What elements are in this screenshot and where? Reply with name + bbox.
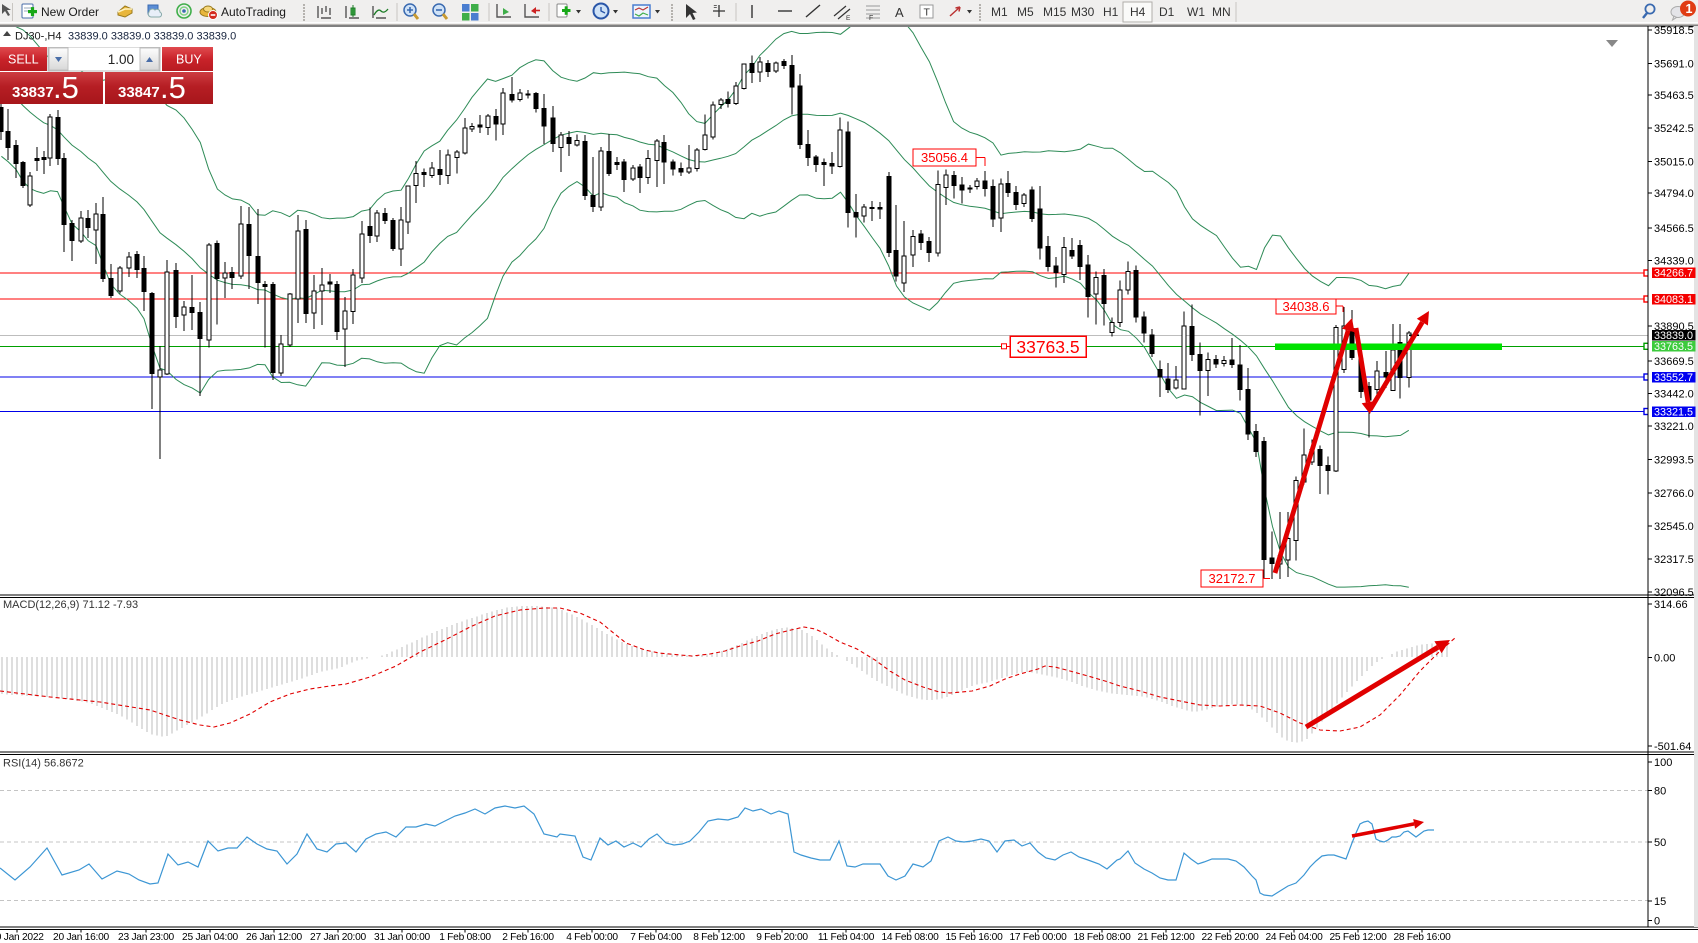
svg-text:35691.0: 35691.0 [1654,59,1694,71]
svg-text:AutoTrading: AutoTrading [221,5,286,19]
svg-text:314.66: 314.66 [1654,599,1688,611]
svg-text:26 Jan 12:00: 26 Jan 12:00 [246,932,302,943]
svg-text:1.00: 1.00 [108,52,134,67]
svg-text:22 Feb 20:00: 22 Feb 20:00 [1201,932,1259,943]
svg-text:18 Feb 08:00: 18 Feb 08:00 [1073,932,1131,943]
svg-text:0: 0 [1654,916,1660,928]
svg-text:M30: M30 [1071,5,1095,19]
svg-text:BUY: BUY [176,53,202,67]
svg-text:32993.5: 32993.5 [1654,455,1694,467]
svg-text:32172.7: 32172.7 [1209,571,1256,586]
svg-text:33552.7: 33552.7 [1654,372,1693,384]
svg-text:33847: 33847 [118,84,160,101]
svg-text:33442.0: 33442.0 [1654,389,1694,401]
svg-text:80: 80 [1654,786,1666,798]
svg-text:RSI(14) 56.8672: RSI(14) 56.8672 [3,758,84,770]
svg-text:7 Feb 04:00: 7 Feb 04:00 [630,932,682,943]
svg-text:MN: MN [1212,5,1231,19]
svg-text:100: 100 [1654,757,1672,769]
svg-text:.5: .5 [160,70,186,105]
svg-text:14 Feb 08:00: 14 Feb 08:00 [881,932,939,943]
svg-text:34083.1: 34083.1 [1654,294,1693,306]
svg-text:8 Feb 12:00: 8 Feb 12:00 [693,932,745,943]
svg-text:34038.6: 34038.6 [1283,299,1330,314]
svg-text:33839.0 33839.0 33839.0 33839.: 33839.0 33839.0 33839.0 33839.0 [68,31,236,43]
svg-text:21 Feb 12:00: 21 Feb 12:00 [1137,932,1195,943]
svg-text:33763.5: 33763.5 [1654,341,1693,353]
svg-text:20 Jan 16:00: 20 Jan 16:00 [53,932,109,943]
svg-text:33669.5: 33669.5 [1654,356,1694,368]
svg-text:32317.5: 32317.5 [1654,554,1694,566]
svg-text:33763.5: 33763.5 [1016,337,1079,357]
svg-text:33837: 33837 [12,84,54,101]
svg-text:35463.5: 35463.5 [1654,90,1694,102]
svg-text:17 Feb 00:00: 17 Feb 00:00 [1009,932,1067,943]
svg-text:33221.0: 33221.0 [1654,421,1694,433]
svg-text:25 Jan 04:00: 25 Jan 04:00 [182,932,238,943]
svg-text:W1: W1 [1187,5,1205,19]
svg-text:-501.64: -501.64 [1654,741,1691,753]
svg-text:32096.5: 32096.5 [1654,587,1694,599]
svg-text:35056.4: 35056.4 [921,150,968,165]
svg-text:33839.0: 33839.0 [1654,330,1693,342]
svg-text:M1: M1 [991,5,1008,19]
svg-text:50: 50 [1654,837,1666,849]
svg-text:34566.5: 34566.5 [1654,223,1694,235]
svg-text:27 Jan 20:00: 27 Jan 20:00 [310,932,366,943]
svg-text:9 Feb 20:00: 9 Feb 20:00 [756,932,808,943]
svg-text:31 Jan 00:00: 31 Jan 00:00 [374,932,430,943]
svg-text:35242.5: 35242.5 [1654,123,1694,135]
svg-text:32766.0: 32766.0 [1654,488,1694,500]
svg-text:MACD(12,26,9) 71.12 -7.93: MACD(12,26,9) 71.12 -7.93 [3,599,138,611]
svg-text:28 Feb 16:00: 28 Feb 16:00 [1393,932,1451,943]
svg-text:2 Feb 16:00: 2 Feb 16:00 [502,932,554,943]
svg-text:1: 1 [1686,2,1693,16]
svg-text:T: T [924,7,931,19]
svg-text:34266.7: 34266.7 [1654,267,1693,279]
svg-text:M5: M5 [1017,5,1034,19]
svg-text:E: E [846,15,851,22]
svg-text:32545.0: 32545.0 [1654,521,1694,533]
svg-text:33321.5: 33321.5 [1654,406,1693,418]
svg-text:New Order: New Order [41,5,99,19]
svg-text:34339.0: 34339.0 [1654,256,1694,268]
svg-text:.5: .5 [53,70,79,105]
svg-text:1 Feb 08:00: 1 Feb 08:00 [439,932,491,943]
svg-text:0.00: 0.00 [1654,653,1675,665]
svg-text:20 Jan 2022: 20 Jan 2022 [0,932,44,943]
svg-text:F: F [869,15,873,22]
svg-text:35015.0: 35015.0 [1654,157,1694,169]
svg-text:25 Feb 12:00: 25 Feb 12:00 [1329,932,1387,943]
svg-text:D1: D1 [1159,5,1175,19]
svg-text:15 Feb 16:00: 15 Feb 16:00 [945,932,1003,943]
svg-text:SELL: SELL [8,53,39,67]
svg-text:DJ30-,H4: DJ30-,H4 [15,31,61,43]
svg-text:A: A [895,5,904,20]
svg-text:H4: H4 [1130,5,1146,19]
svg-text:11 Feb 04:00: 11 Feb 04:00 [818,932,875,943]
svg-text:34794.0: 34794.0 [1654,188,1694,200]
svg-text:4 Feb 00:00: 4 Feb 00:00 [566,932,618,943]
svg-text:35918.5: 35918.5 [1654,25,1694,37]
svg-text:H1: H1 [1103,5,1119,19]
svg-text:24 Feb 04:00: 24 Feb 04:00 [1265,932,1323,943]
svg-text:M15: M15 [1043,5,1067,19]
svg-text:23 Jan 23:00: 23 Jan 23:00 [118,932,174,943]
svg-text:15: 15 [1654,896,1666,908]
